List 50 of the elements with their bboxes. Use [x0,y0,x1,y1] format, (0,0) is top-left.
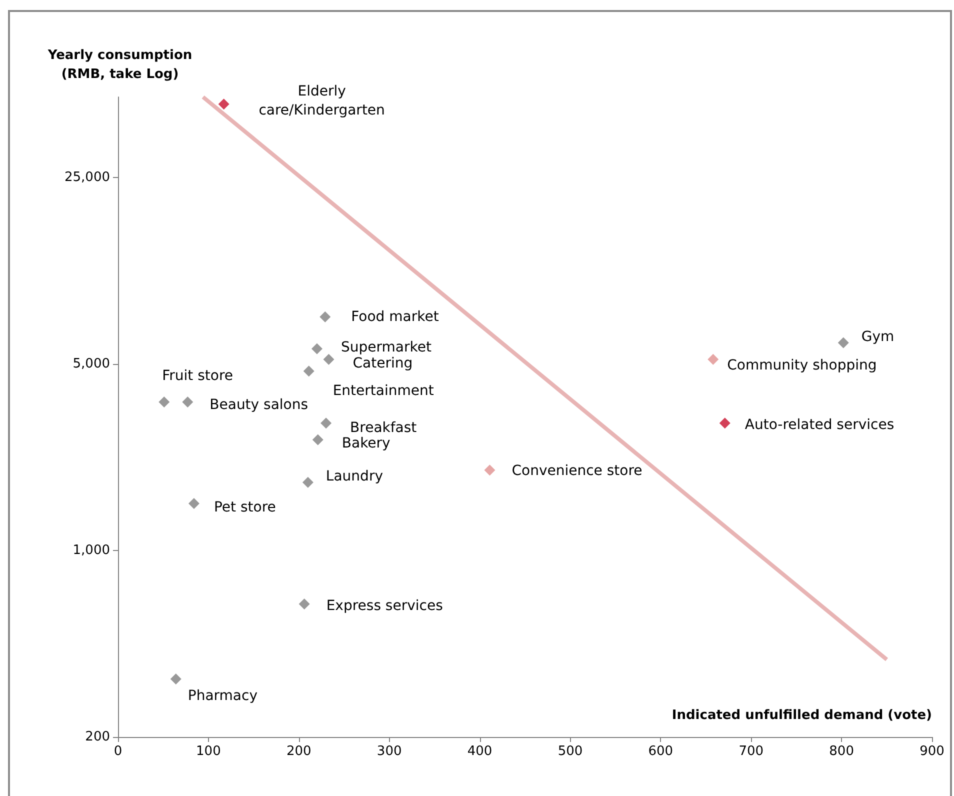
annotation: Community shopping [727,357,877,374]
point [320,418,332,429]
annotation: Pharmacy [188,688,258,704]
point [298,598,310,610]
annotation: Breakfast [350,420,418,436]
point [302,476,314,488]
x-axis-title: Indicated unfulfilled demand (vote) [672,708,932,723]
x-tick-label: 800 [829,744,854,759]
x-tick-label: 0 [114,744,122,759]
x-tick-label: 300 [376,744,402,759]
annotation: Laundry [326,468,383,484]
point [484,464,496,476]
annotation: Bakery [342,436,390,452]
x-tick-label: 700 [738,744,764,759]
point [303,366,314,377]
annotation: Gym [861,328,894,345]
annotation: Supermarket [340,340,432,356]
point [320,311,331,322]
annotation: Express services [326,598,443,614]
y-tick-label: 25,000 [64,170,110,185]
annotation: Fruit store [162,368,234,384]
point [188,498,200,509]
x-tick-label: 500 [558,744,583,759]
x-tick-label: 400 [467,744,492,759]
annotation: Catering [352,355,413,372]
point [311,343,322,354]
annotation: Beauty salons [210,396,308,413]
point [719,418,730,429]
y-tick-label: 200 [85,730,110,744]
annotation: Pet store [214,499,276,516]
point [158,396,170,408]
x-tick-label: 200 [286,744,312,759]
point [312,434,324,446]
x-tick-label: 600 [648,744,674,759]
y-axis-title: Yearly consumption (RMB, take Log) [46,48,192,82]
y-tick-label: 5,000 [72,356,110,372]
y-tick-label: 1,000 [72,542,110,558]
point [323,354,334,365]
annotation: Entertainment [332,383,434,400]
point [838,337,849,348]
annotation: Auto-related services [744,417,894,434]
x-tick-label: 100 [196,744,221,759]
point [218,98,230,110]
point [170,673,182,684]
point [708,354,719,365]
annotation: Elderly care/Kindergarten [258,84,385,119]
annotation: Convenience store [512,463,642,480]
annotation: Food market [351,308,440,325]
point [182,396,194,408]
x-tick-label: 900 [920,744,944,759]
